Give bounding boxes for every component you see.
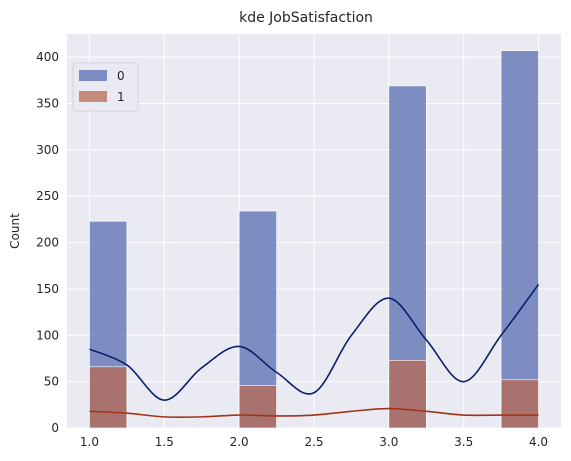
x-tick-label: 3.0 <box>379 435 398 449</box>
legend-label-1: 1 <box>117 90 125 104</box>
legend: 0 1 <box>72 62 139 112</box>
y-tick-label: 400 <box>36 50 59 64</box>
y-tick-label: 250 <box>36 189 59 203</box>
y-tick-label: 0 <box>51 421 59 435</box>
legend-label-0: 0 <box>117 69 125 83</box>
histogram-bars <box>89 50 539 429</box>
y-axis-ticks: 0 50 100 150 200 250 300 350 400 <box>36 50 59 435</box>
bar-series-1 <box>500 379 539 429</box>
kde-curves <box>89 283 540 419</box>
y-tick-label: 50 <box>44 375 59 389</box>
chart-title: kde JobSatisfaction <box>239 10 373 26</box>
bar-series-1 <box>238 385 277 429</box>
x-axis-ticks: 1.0 1.5 2.0 2.5 3.0 3.5 4.0 <box>80 435 548 449</box>
x-tick-label: 2.0 <box>230 435 249 449</box>
bar-series-0 <box>500 50 539 429</box>
x-tick-label: 3.5 <box>454 435 473 449</box>
x-tick-label: 2.5 <box>304 435 323 449</box>
y-tick-label: 350 <box>36 97 59 111</box>
y-tick-label: 150 <box>36 282 59 296</box>
kde-line-series-0 <box>89 283 540 401</box>
x-tick-label: 1.5 <box>155 435 174 449</box>
bar-series-1 <box>89 366 128 429</box>
legend-swatch-1 <box>79 91 107 102</box>
x-tick-label: 4.0 <box>529 435 548 449</box>
y-tick-label: 100 <box>36 328 59 342</box>
bar-series-1 <box>388 360 427 429</box>
kde-line-series-1 <box>89 407 539 419</box>
y-axis-label: Count <box>8 213 22 249</box>
x-tick-label: 1.0 <box>80 435 99 449</box>
grid-lines <box>67 34 561 429</box>
y-tick-label: 300 <box>36 143 59 157</box>
legend-swatch-0 <box>79 70 107 81</box>
y-tick-label: 200 <box>36 236 59 250</box>
